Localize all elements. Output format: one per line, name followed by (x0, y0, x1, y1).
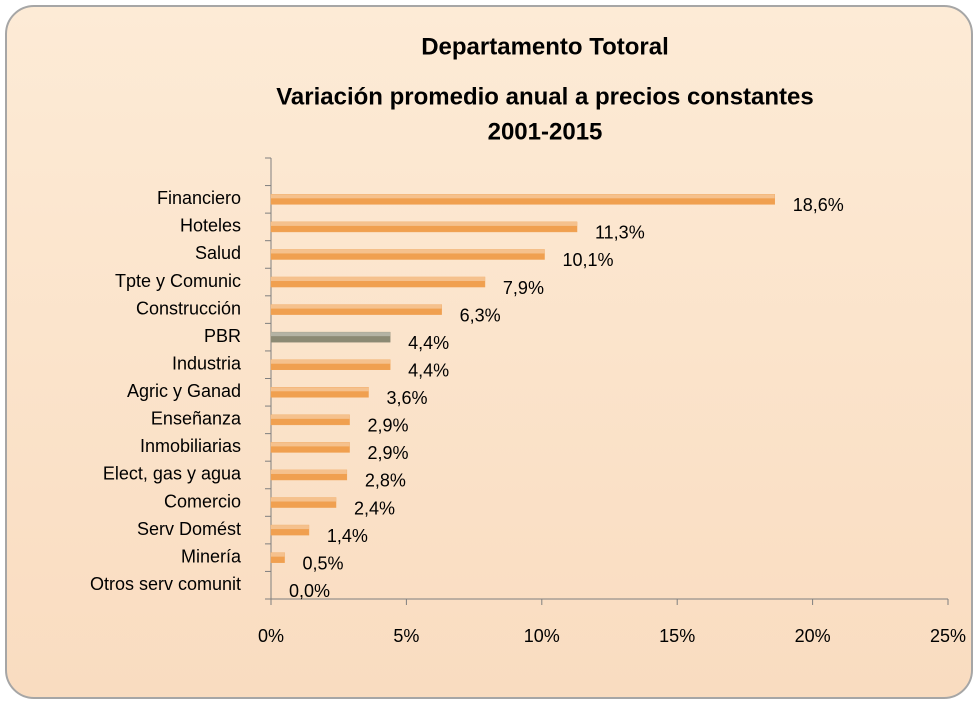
bar (270, 387, 369, 398)
value-label: 2,8% (365, 471, 406, 491)
value-label: 2,4% (354, 498, 395, 518)
value-label: 4,4% (408, 360, 449, 380)
bar-highlight (271, 304, 442, 309)
bar (270, 276, 486, 288)
y-tick-label: Enseñanza (151, 409, 242, 429)
value-label: 6,3% (460, 305, 501, 325)
chart-title: Departamento Totoral (421, 33, 669, 60)
y-tick-label: Agric y Ganad (127, 381, 241, 401)
y-tick-label: PBR (204, 326, 241, 346)
bar-highlight (271, 497, 336, 502)
value-label: 0,0% (289, 581, 330, 601)
value-label: 10,1% (563, 250, 614, 270)
value-label: 7,9% (503, 278, 544, 298)
bar (270, 331, 391, 343)
bar (270, 221, 578, 233)
bar (270, 304, 442, 315)
bar (270, 497, 337, 508)
x-tick-label: 15% (659, 626, 695, 646)
bar-highlight (271, 387, 369, 392)
y-tick-label: Minería (181, 546, 242, 566)
chart-title: 2001-2015 (488, 118, 603, 145)
y-tick-label: Comercio (164, 491, 241, 511)
bar-highlight (271, 414, 350, 419)
x-tick-label: 25% (930, 626, 966, 646)
y-tick-label: Inmobiliarias (140, 436, 241, 456)
value-label: 11,3% (595, 223, 645, 243)
bar (270, 442, 350, 453)
value-label: 3,6% (386, 388, 427, 408)
bar-highlight (271, 332, 391, 337)
bar (270, 469, 348, 481)
y-tick-label: Hoteles (180, 216, 241, 236)
y-tick-label: Serv Domést (137, 519, 241, 539)
bar-highlight (271, 552, 285, 557)
value-label: 18,6% (793, 195, 844, 215)
x-tick-label: 10% (524, 626, 560, 646)
bar (270, 359, 391, 370)
bar (270, 249, 545, 260)
value-label: 0,5% (303, 553, 344, 573)
bar-highlight (271, 194, 775, 199)
value-label: 4,4% (408, 333, 449, 353)
y-tick-label: Salud (195, 243, 241, 263)
y-tick-label: Tpte y Comunic (115, 271, 241, 291)
chart-title: Variación promedio anual a precios const… (276, 83, 814, 110)
chart-background (5, 5, 973, 699)
value-label: 2,9% (368, 443, 409, 463)
y-tick-label: Otros serv comunit (90, 574, 241, 594)
bar (270, 552, 285, 563)
bar (270, 194, 775, 205)
value-label: 1,4% (327, 526, 368, 546)
x-tick-label: 5% (393, 626, 419, 646)
bar-highlight (271, 277, 485, 282)
bar (270, 414, 350, 426)
bar-highlight (271, 221, 578, 226)
y-tick-label: Elect, gas y agua (103, 464, 242, 484)
bar-highlight (271, 249, 545, 254)
y-tick-label: Financiero (157, 188, 241, 208)
bar-highlight (271, 442, 350, 447)
y-tick-label: Industria (172, 353, 242, 373)
bar-highlight (271, 359, 391, 364)
value-label: 2,9% (368, 416, 409, 436)
bar (270, 524, 310, 536)
bar-highlight (271, 469, 347, 474)
bar-highlight (271, 525, 309, 530)
x-tick-label: 20% (795, 626, 831, 646)
x-tick-label: 0% (258, 626, 284, 646)
y-tick-label: Construcción (136, 298, 241, 318)
